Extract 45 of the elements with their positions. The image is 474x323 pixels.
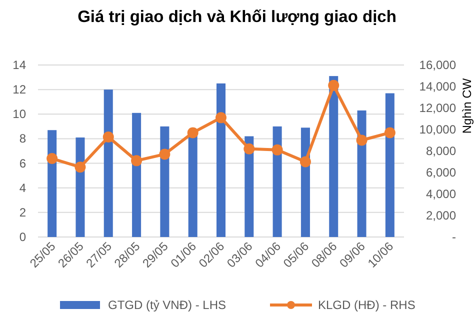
point [328,80,340,91]
y2-tick-label: - [452,230,456,244]
y-tick-label: 4 [19,180,26,195]
point [384,127,396,138]
y-tick-label: 12 [12,82,26,97]
point [300,156,311,168]
point [159,148,170,160]
point [46,153,58,164]
bar [329,76,338,237]
bar [48,130,57,237]
bar [76,137,85,237]
bar [160,126,170,237]
y2-tick-label: 16,000 [419,58,456,72]
bar [132,112,142,237]
y2-tick-label: 12,000 [419,101,456,115]
point [272,144,283,156]
legend-label: KLGD (HĐ) - RHS [318,298,416,312]
y2-tick-label: 6,000 [426,166,456,180]
bar [272,126,282,237]
point [131,155,142,166]
point [187,127,198,138]
point [102,132,114,143]
y2-axis-title: Nghìn CW [460,78,474,134]
y2-tick-label: 8,000 [426,144,456,158]
point [216,112,226,124]
chart-title: Giá trị giao dịch và Khối lượng giao dịch [78,8,396,26]
y-tick-label: 14 [12,58,26,72]
bar [104,90,113,237]
bar [385,93,394,237]
y-tick-label: 8 [19,132,26,146]
y-tick-label: 6 [19,156,26,170]
bar [244,136,254,237]
legend-label: GTGD (tỷ VNĐ) - LHS [108,298,226,312]
point [356,134,368,146]
point [74,162,86,173]
y2-tick-label: 4,000 [426,187,456,201]
y-tick-label: 10 [12,107,26,122]
bar [216,83,226,237]
y-tick-label: 0 [19,230,26,244]
bar [357,110,366,237]
y2-tick-label: 2,000 [426,208,456,222]
y2-tick-label: 14,000 [419,80,456,94]
y-tick-label: 2 [19,205,26,220]
y2-tick-label: 10,000 [419,122,456,136]
point [244,143,255,154]
